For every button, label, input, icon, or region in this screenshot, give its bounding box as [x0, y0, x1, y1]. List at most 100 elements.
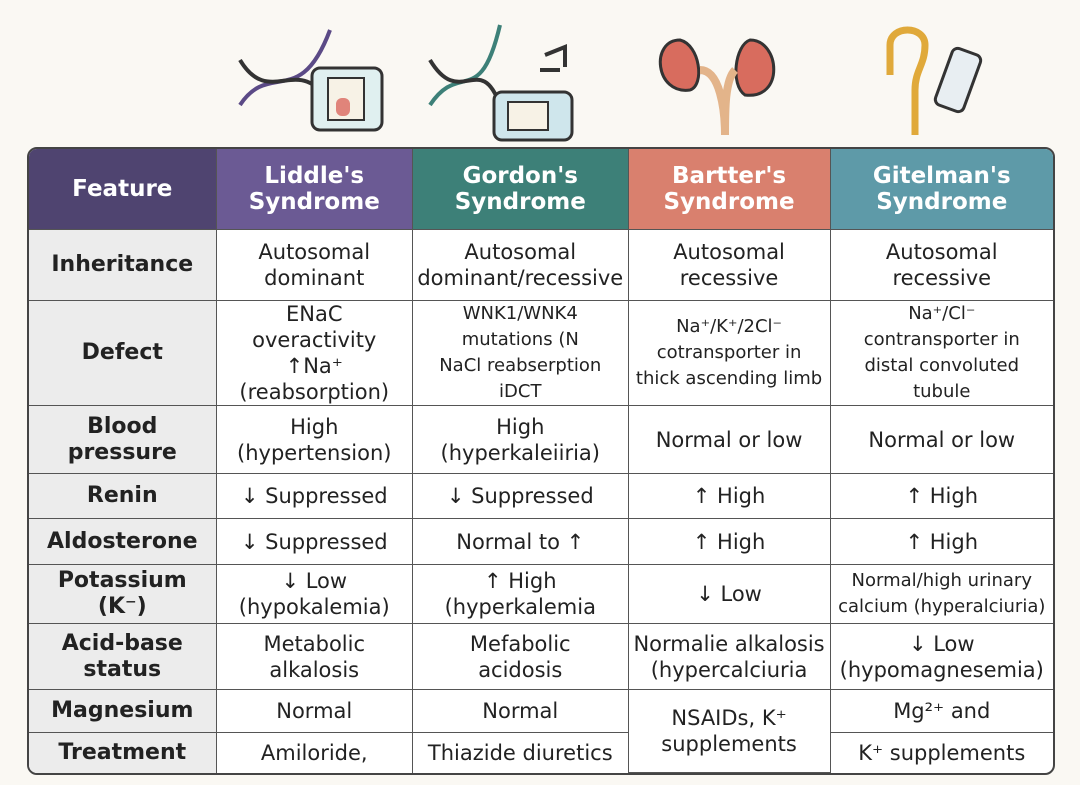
cell-line: Renin	[86, 483, 158, 508]
cell-line: dominant/recessive	[417, 266, 624, 290]
cell-line: (hypercalciuria	[650, 657, 808, 682]
cell-line: ↑Na⁺	[285, 354, 343, 378]
value-cell: ↓ Low (hypokalemia)	[216, 565, 413, 624]
value-cell: ↑ High	[830, 519, 1053, 565]
value-cell: ↑ High	[830, 474, 1053, 519]
feature-cell: Acid-base status	[29, 624, 217, 690]
value-cell: ↓ Low (hypomagnesemia)	[830, 624, 1053, 690]
cell-line: Thiazide diuretics	[427, 741, 613, 765]
cell-line: Syndrome	[248, 189, 380, 215]
value-cell: Autosomal dominant/recessive	[412, 230, 629, 301]
cell-line: Amiloride,	[260, 741, 368, 765]
header-cell: Gitelman's Syndrome	[830, 149, 1053, 230]
table-row: Magnesium Normal Normal NSAIDs, K⁺ supplemen…	[29, 690, 1053, 773]
cell-line: (hyperkalemia	[444, 595, 596, 619]
cell-line: Normalie alkalosis	[633, 631, 825, 656]
cell-line: Normal/high urinary	[851, 570, 1032, 591]
cell-line: (hypokalemia)	[238, 595, 390, 619]
table-row: Renin ↓ Suppressed ↓ Suppressed ↑ High ↑ Hig…	[29, 474, 1053, 519]
cell-line: Magnesium	[51, 698, 194, 723]
cell-line: Syndrome	[663, 189, 795, 215]
value-cell: Metabolic alkalosis	[216, 624, 413, 690]
cell-line: High	[496, 414, 545, 439]
value-cell: High (hyperkaleiiria)	[412, 406, 629, 474]
value-cell: Normal	[412, 690, 629, 733]
value-cell: WNK1/WNK4 mutations (N NaCl reabserption i…	[412, 301, 629, 406]
feature-cell: Magnesium	[29, 690, 217, 733]
cell-line: NSAIDs, K⁺	[671, 706, 787, 730]
cell-line: cotransporter in	[656, 342, 802, 363]
value-cell: Na⁺/K⁺/2Cl⁻ cotransporter in thick ascendi…	[628, 301, 831, 406]
cell-line: ↓ Suppressed	[446, 484, 594, 508]
value-cell: ↑ High	[628, 474, 831, 519]
value-cell: ↓ Suppressed	[216, 519, 413, 565]
cell-line: Normal	[276, 699, 353, 723]
value-cell: ↓ Low	[628, 565, 831, 624]
feature-cell: Aldosterone	[29, 519, 217, 565]
cell-line: distal convoluted tubule	[864, 355, 1020, 402]
cell-line: WNK1/WNK4	[462, 303, 578, 324]
cell-line: ↓ Suppressed	[240, 484, 388, 508]
cell-line: High	[290, 414, 339, 439]
cell-line: Treatment	[58, 740, 187, 765]
cell-line: Syndrome	[876, 189, 1008, 215]
comparison-table: Feature Liddle's Syndrome Gordon's Syndrome B…	[27, 147, 1055, 775]
header-cell: Gordon's Syndrome	[412, 149, 629, 230]
value-cell: Normal or low	[628, 406, 831, 474]
cell-line: Acid-base	[61, 630, 183, 656]
cell-line: (hypomagnesemia)	[839, 657, 1044, 682]
cell-line: Syndrome	[454, 189, 586, 215]
cell-line: calcium (hyperalciuria)	[838, 596, 1046, 617]
header-icons	[238, 24, 983, 142]
cell-line: Na⁺/K⁺/2Cl⁻	[676, 316, 783, 337]
value-cell: ↑ High	[628, 519, 831, 565]
cell-line: (hypertension)	[237, 440, 392, 465]
header-cell: Feature	[29, 149, 217, 230]
header-cell: Bartter's Syndrome	[628, 149, 831, 230]
value-cell: Thiazide diuretics	[413, 733, 629, 773]
table-row: Aldosterone ↓ Suppressed Normal to ↑ ↑ High…	[29, 519, 1053, 565]
cell-line: Metabolic	[263, 631, 366, 656]
value-cell: ↑ High (hyperkalemia	[412, 565, 629, 624]
value-cell: Normal/high urinary calcium (hyperalciuri…	[830, 565, 1053, 624]
cell-line: ↑ High	[692, 484, 766, 508]
value-cell: Mg²⁺ and	[830, 690, 1053, 733]
cell-line: Gordon's	[462, 163, 578, 189]
value-cell: Autosomal recessive	[628, 230, 831, 301]
cell-line: (reabsorption)	[239, 380, 390, 404]
cell-line: dominant	[264, 266, 365, 290]
cell-line: ↓ Low	[281, 569, 348, 593]
value-cell: ↓ Suppressed	[412, 474, 629, 519]
cell-line: Normal or low	[868, 427, 1016, 452]
value-cell: ↓ Suppressed	[216, 474, 413, 519]
cell-line: mutations (N	[461, 329, 579, 350]
value-cell: Autosomal dominant	[216, 230, 413, 301]
feature-cell: Defect	[29, 301, 217, 406]
cell-line: ENaC overactivity	[252, 302, 377, 352]
cell-line: ↑ High	[905, 484, 979, 508]
cell-line: contransporter in	[863, 329, 1020, 350]
table-row: Treatment Amiloride, Thiazide diuretics K⁺ …	[29, 733, 1053, 773]
table-row: Inheritance Autosomal dominant Autosomal dom…	[29, 230, 1053, 301]
cell-line: Gitelman's	[872, 163, 1011, 189]
cell-line: status	[83, 656, 162, 682]
cell-line: thick ascending limb	[635, 368, 823, 389]
cell-line: ↓ Low	[908, 631, 975, 656]
cell-line: Autosomal	[673, 240, 785, 264]
cell-line: recessive	[679, 266, 779, 290]
value-cell: High (hypertension)	[216, 406, 413, 474]
cell-line: Blood pressure	[67, 413, 177, 465]
cell-line: K⁺ supplements	[858, 741, 1026, 765]
cell-line: Inheritance	[51, 252, 194, 277]
cell-line: Normal to ↑	[456, 529, 585, 554]
cell-line: Defect	[81, 340, 163, 365]
value-cell: Normal to ↑	[412, 519, 629, 565]
value-cell: NSAIDs, K⁺ supplements	[628, 690, 831, 773]
feature-cell: Renin	[29, 474, 217, 519]
feature-cell: Blood pressure	[29, 406, 217, 474]
cell-line: Autosomal	[258, 240, 371, 264]
value-cell: Na⁺/Cl⁻ contransporter in distal convolute…	[830, 301, 1053, 406]
cell-line: ↑ High	[905, 529, 979, 554]
cell-line: recessive	[892, 266, 992, 290]
